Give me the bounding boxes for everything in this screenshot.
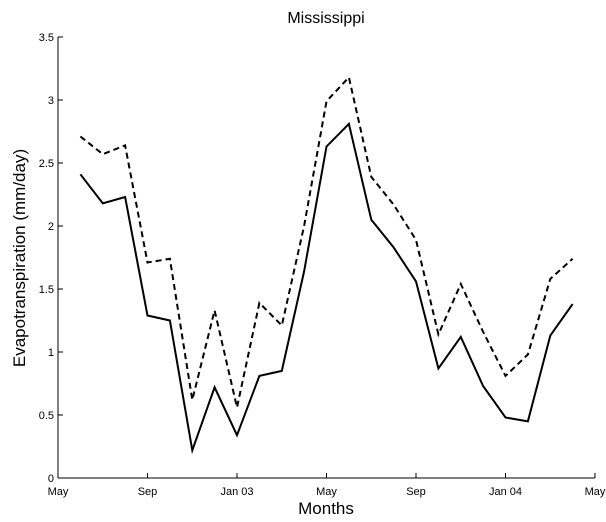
y-tick-label: 3: [48, 95, 54, 107]
solid-series-line: [79, 121, 574, 455]
y-axis-label: Evapotranspiration (mm/day): [10, 149, 29, 367]
x-tick-label: Jan 03: [220, 486, 253, 498]
x-tick-label: May: [585, 486, 606, 498]
y-tick-label: 0: [48, 473, 54, 485]
y-tick-label: 1.5: [39, 284, 54, 296]
y-tick-label: 1: [48, 347, 54, 359]
x-tick-label: Sep: [406, 486, 426, 498]
x-tick-label: May: [316, 486, 337, 498]
dashed-series-line: [79, 75, 574, 408]
y-tick-label: 0.5: [39, 410, 54, 422]
x-tick-label: Sep: [138, 486, 158, 498]
chart-title: Mississippi: [287, 10, 364, 27]
plot-area: 0 0.5 1 1.5 2 2.5 3 3.5 May Sep Jan 03 May Sep Jan 04…: [39, 32, 606, 498]
y-tick-label: 2.5: [39, 158, 54, 170]
x-tick-label: Jan 04: [489, 486, 522, 498]
x-axis-label: Months: [298, 499, 354, 518]
y-tick-label: 2: [48, 221, 54, 233]
y-tick-label: 3.5: [39, 32, 54, 44]
x-tick-label: May: [48, 486, 69, 498]
